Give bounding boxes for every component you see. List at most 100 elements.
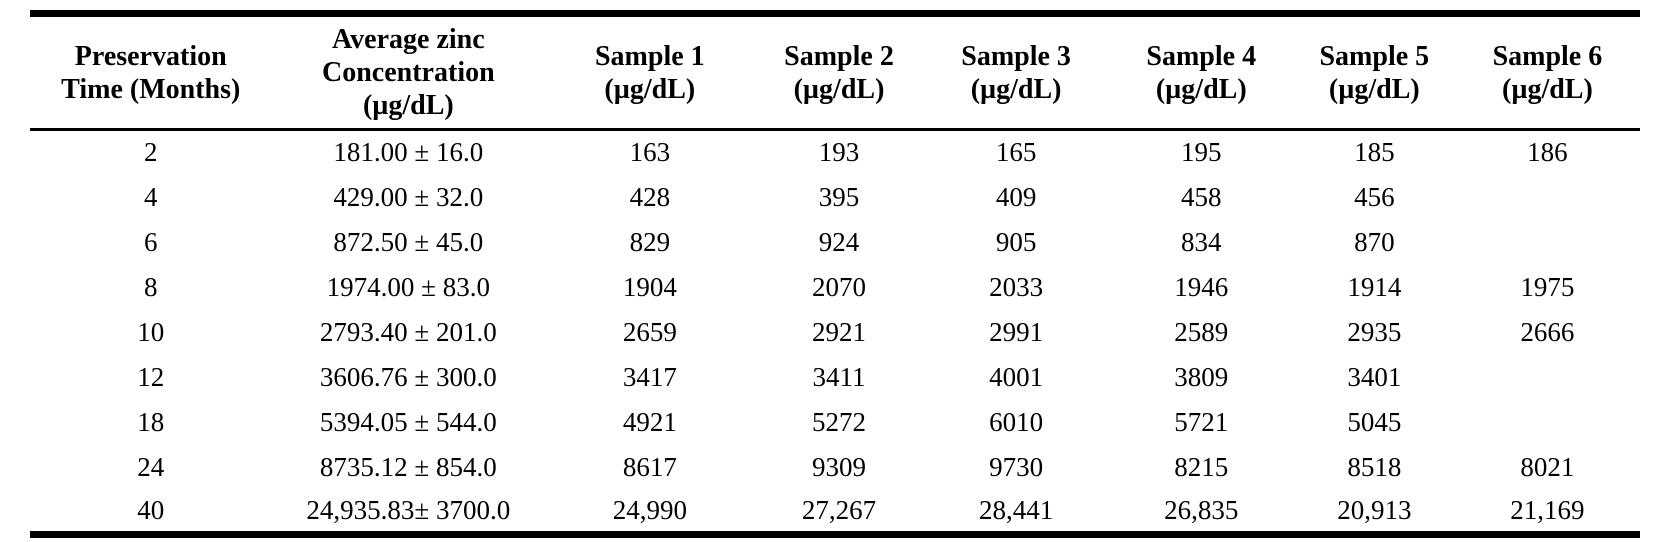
- table-cell: 3417: [622, 361, 677, 392]
- column-header-line: (µg/dL): [793, 73, 885, 105]
- table-cell: 1974.00 ± 83.0: [326, 271, 490, 302]
- table-cell: [1455, 355, 1640, 400]
- table-cell: 2793.40 ± 201.0: [319, 316, 497, 347]
- table-row: 4 429.00 ± 32.0 428 395 409 458 456: [30, 175, 1640, 220]
- column-header-5: Sample 3 (µg/dL): [924, 14, 1109, 130]
- column-header-line: Time (Months): [61, 73, 241, 105]
- column-header-7: Sample 5 (µg/dL): [1294, 14, 1455, 130]
- table-cell: 2659: [622, 316, 677, 347]
- table-cell: 24,990: [612, 494, 687, 525]
- table-cell: 3411: [812, 361, 866, 392]
- table-cell: 8617: [622, 451, 677, 482]
- table-cell: 429.00 ± 32.0: [333, 181, 484, 212]
- table-cell: 8021: [1520, 451, 1575, 482]
- table-cell: 2921: [812, 316, 866, 347]
- table-row: 12 3606.76 ± 300.0 3417 3411 4001 3809 3401: [30, 355, 1640, 400]
- header-row: Preservation Time (Months) Average zinc Con…: [30, 14, 1640, 130]
- table-cell: 8518: [1347, 451, 1402, 482]
- table-cell: 181.00 ± 16.0: [333, 137, 484, 168]
- zinc-concentration-table: Preservation Time (Months) Average zinc Con…: [30, 10, 1640, 538]
- table-cell: 9730: [989, 451, 1044, 482]
- column-header-line: Concentration: [322, 57, 495, 88]
- table-cell: 195: [1180, 137, 1222, 168]
- table-cell: 2589: [1174, 316, 1229, 347]
- table-cell: 8215: [1174, 451, 1229, 482]
- table-cell: 458: [1180, 181, 1222, 212]
- column-header-line: Sample 1: [594, 40, 705, 72]
- table-cell: [1455, 175, 1640, 220]
- table-cell: 193: [818, 137, 860, 168]
- column-header-line: Sample 3: [961, 40, 1071, 72]
- table-row: 8 1974.00 ± 83.0 1904 2070 2033 1946 1914 1975: [30, 265, 1640, 310]
- table-cell: 185: [1354, 137, 1395, 168]
- column-header-line: (µg/dL): [1502, 73, 1593, 105]
- table-cell: 28,441: [978, 494, 1054, 525]
- column-header-line: (µg/dL): [970, 73, 1062, 105]
- table-cell: 5721: [1174, 406, 1229, 437]
- table-cell: 20,913: [1337, 494, 1412, 525]
- table-cell: 186: [1527, 137, 1568, 168]
- column-header-2: Average zinc Concentration (µg/dL): [272, 14, 546, 130]
- table-cell: 8735.12 ± 854.0: [319, 451, 497, 482]
- column-header-line: Average zinc: [332, 24, 485, 55]
- table-cell: 870: [1354, 226, 1395, 257]
- table-cell: 12: [137, 361, 165, 392]
- table-cell: 27,267: [801, 494, 877, 525]
- table-cell: 163: [629, 137, 671, 168]
- table-cell: 2666: [1520, 316, 1575, 347]
- table-cell: 5272: [812, 406, 866, 437]
- table-cell: 924: [818, 226, 860, 257]
- table-row: 6 872.50 ± 45.0 829 924 905 834 870: [30, 220, 1640, 265]
- table-cell: 3401: [1347, 361, 1402, 392]
- table-row: 2 181.00 ± 16.0 163 193 165 195 185 186: [30, 130, 1640, 175]
- column-header-4: Sample 2 (µg/dL): [754, 14, 923, 130]
- table-cell: 40: [137, 494, 165, 525]
- table-cell: 2991: [989, 316, 1044, 347]
- column-header-1: Preservation Time (Months): [30, 14, 272, 130]
- table-cell: 3606.76 ± 300.0: [319, 361, 497, 392]
- table-cell: 165: [995, 137, 1037, 168]
- table-cell: 8: [144, 271, 158, 302]
- column-header-line: Sample 6: [1492, 40, 1603, 72]
- table-cell: 2935: [1347, 316, 1402, 347]
- table-cell: 24: [137, 451, 165, 482]
- table-body: 2 181.00 ± 16.0 163 193 165 195 185 186 4 429.00 …: [30, 130, 1640, 535]
- table-row: 18 5394.05 ± 544.0 4921 5272 6010 5721 5045: [30, 400, 1640, 445]
- table-cell: 872.50 ± 45.0: [333, 226, 484, 257]
- column-header-6: Sample 4 (µg/dL): [1109, 14, 1294, 130]
- column-header-line: (µg/dL): [604, 73, 696, 105]
- column-header-line: Sample 5: [1319, 40, 1430, 72]
- table-cell: 26,835: [1164, 494, 1239, 525]
- table-cell: 24,935.83± 3700.0: [306, 494, 511, 525]
- table-cell: 10: [137, 316, 165, 347]
- table-header: Preservation Time (Months) Average zinc Con…: [30, 14, 1640, 130]
- table-cell: 905: [995, 226, 1037, 257]
- table-cell: 409: [995, 181, 1037, 212]
- table-cell: [1455, 400, 1640, 445]
- table-cell: 456: [1354, 181, 1395, 212]
- table-cell: 834: [1180, 226, 1222, 257]
- table-cell: [1455, 220, 1640, 265]
- table-cell: 2070: [812, 271, 866, 302]
- table-cell: 5045: [1347, 406, 1402, 437]
- table-row: 24 8735.12 ± 854.0 8617 9309 9730 8215 8518 802…: [30, 445, 1640, 490]
- table-cell: 2033: [989, 271, 1044, 302]
- column-header-line: (µg/dL): [1328, 73, 1420, 105]
- table-cell: 18: [137, 406, 165, 437]
- column-header-3: Sample 1 (µg/dL): [545, 14, 754, 130]
- table-cell: 1946: [1174, 271, 1229, 302]
- table-row: 40 24,935.83± 3700.0 24,990 27,267 28,441 26,…: [30, 490, 1640, 535]
- column-header-line: (µg/dL): [362, 90, 454, 121]
- column-header-line: (µg/dL): [1155, 73, 1247, 105]
- table-cell: 6010: [989, 406, 1044, 437]
- column-header-line: Sample 2: [784, 40, 894, 72]
- table-cell: 2: [144, 137, 158, 168]
- table-cell: 6: [144, 226, 158, 257]
- table-cell: 4921: [622, 406, 677, 437]
- table-cell: 9309: [812, 451, 866, 482]
- table-cell: 4: [144, 181, 158, 212]
- table-cell: 4001: [989, 361, 1044, 392]
- column-header-8: Sample 6 (µg/dL): [1455, 14, 1640, 130]
- column-header-line: Sample 4: [1146, 40, 1257, 72]
